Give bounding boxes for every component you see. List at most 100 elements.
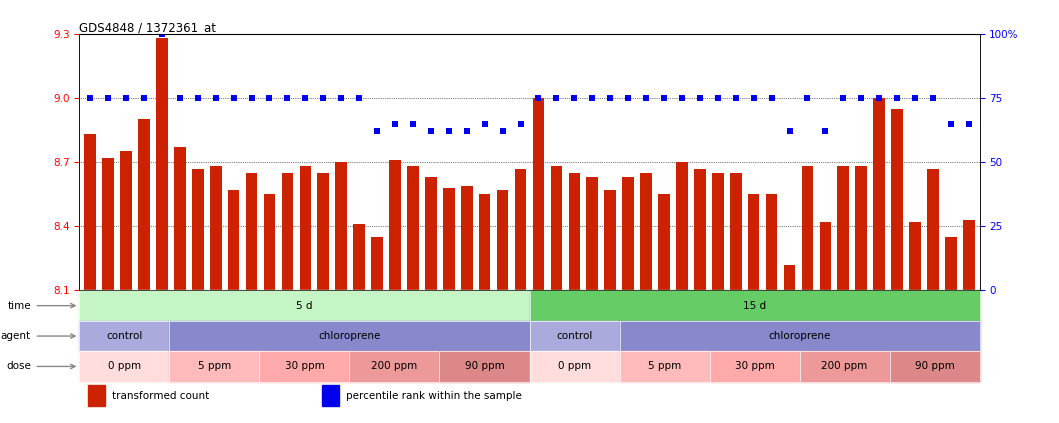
Text: percentile rank within the sample: percentile rank within the sample (346, 391, 522, 401)
Point (100, 95, 116, 102)
Point (798, 95, 815, 102)
Point (315, 95, 331, 102)
Bar (443, 188, 454, 291)
Bar (192, 168, 203, 291)
Text: 15 d: 15 d (743, 301, 766, 310)
Bar (530, 351, 620, 382)
Bar (620, 351, 710, 382)
Point (746, 95, 762, 102)
Point (369, 128, 385, 135)
Text: 90 ppm: 90 ppm (465, 361, 504, 371)
Point (961, 120, 977, 127)
Bar (79, 321, 169, 351)
Bar (174, 147, 185, 291)
Point (530, 95, 546, 102)
Point (782, 128, 798, 135)
Text: chloroprene: chloroprene (769, 331, 830, 341)
Point (423, 128, 439, 135)
Bar (228, 190, 239, 291)
Text: agent: agent (1, 331, 31, 341)
Point (190, 95, 207, 102)
Point (154, 30, 170, 37)
Point (333, 95, 349, 102)
Bar (620, 321, 980, 351)
Point (728, 95, 744, 102)
Point (459, 128, 475, 135)
Bar (246, 173, 257, 291)
Point (852, 95, 869, 102)
Bar (856, 166, 867, 291)
Point (548, 95, 564, 102)
Bar (730, 173, 741, 291)
Point (441, 128, 457, 135)
Bar (323, 385, 339, 406)
Point (834, 95, 851, 102)
Text: 5 ppm: 5 ppm (198, 361, 231, 371)
Bar (372, 237, 383, 291)
Text: 0 ppm: 0 ppm (108, 361, 141, 371)
Bar (169, 351, 259, 382)
Text: control: control (106, 331, 143, 341)
Bar (349, 351, 439, 382)
Point (764, 95, 780, 102)
Text: 30 ppm: 30 ppm (285, 361, 324, 371)
Point (907, 95, 923, 102)
Bar (479, 194, 490, 291)
Bar (533, 98, 544, 291)
Text: dose: dose (6, 361, 31, 371)
Bar (407, 166, 418, 291)
Point (279, 95, 295, 102)
Bar (530, 321, 620, 351)
Text: 0 ppm: 0 ppm (558, 361, 591, 371)
Point (889, 95, 905, 102)
Bar (349, 351, 439, 382)
Bar (623, 177, 634, 291)
Text: control: control (556, 331, 593, 341)
Bar (800, 351, 890, 382)
Bar (712, 173, 723, 291)
Bar (169, 321, 530, 351)
Bar (605, 190, 616, 291)
Text: 200 ppm: 200 ppm (822, 361, 867, 371)
Text: 200 ppm: 200 ppm (372, 361, 417, 371)
Point (226, 95, 243, 102)
Bar (694, 168, 705, 291)
Bar (121, 151, 132, 291)
Text: chloroprene: chloroprene (319, 331, 380, 341)
Bar (79, 291, 530, 321)
Point (656, 95, 672, 102)
Bar (390, 160, 401, 291)
Bar (748, 194, 759, 291)
Point (297, 95, 313, 102)
Point (261, 95, 277, 102)
Bar (890, 351, 980, 382)
Bar (784, 265, 795, 291)
Bar (336, 162, 347, 291)
Bar (838, 166, 849, 291)
Bar (963, 220, 974, 291)
Bar (169, 321, 530, 351)
Bar (530, 291, 980, 321)
Bar (874, 98, 885, 291)
Bar (802, 166, 813, 291)
Point (405, 120, 421, 127)
Bar (103, 158, 114, 291)
Point (870, 95, 887, 102)
Point (816, 128, 833, 135)
Point (710, 95, 726, 102)
Text: 5 ppm: 5 ppm (648, 361, 681, 371)
Bar (79, 291, 530, 321)
Bar (156, 38, 167, 291)
Bar (439, 351, 530, 382)
Bar (515, 168, 526, 291)
Bar (710, 351, 800, 382)
Bar (910, 222, 921, 291)
Bar (264, 194, 275, 291)
Point (513, 120, 530, 127)
Bar (620, 321, 980, 351)
Bar (530, 351, 620, 382)
Bar (497, 190, 508, 291)
Bar (259, 351, 349, 382)
Point (602, 95, 618, 102)
Bar (300, 166, 311, 291)
